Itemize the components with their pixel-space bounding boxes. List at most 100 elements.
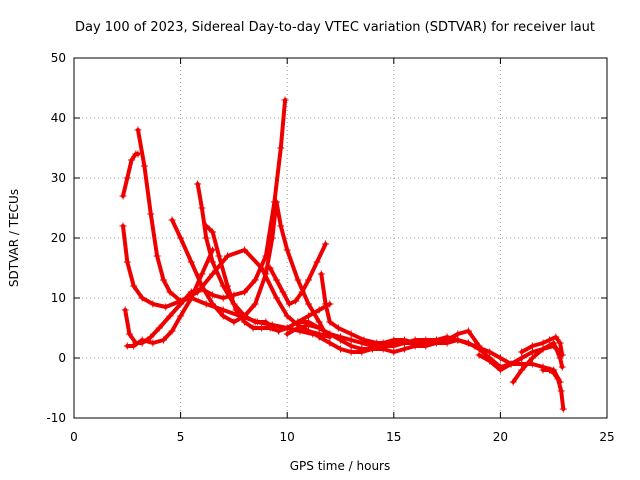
data-point: [219, 294, 227, 302]
data-point: [149, 339, 157, 347]
data-point: [496, 354, 504, 362]
data-point: [379, 339, 387, 347]
data-point: [464, 327, 472, 335]
data-point: [251, 276, 259, 284]
data-point: [550, 339, 558, 347]
series-track-1: [119, 150, 142, 200]
x-tick-label: 20: [493, 430, 508, 444]
data-point: [177, 312, 185, 320]
data-point: [347, 348, 355, 356]
data-point: [305, 276, 313, 284]
data-point: [202, 222, 210, 230]
data-point: [209, 258, 217, 266]
data-point: [432, 336, 440, 344]
data-point: [153, 252, 161, 260]
data-point: [528, 342, 536, 350]
data-point: [130, 342, 138, 350]
data-point: [266, 264, 274, 272]
data-point: [486, 357, 494, 365]
data-point: [177, 234, 185, 242]
data-point: [198, 270, 206, 278]
data-point: [224, 282, 232, 290]
series-track-12: [315, 333, 526, 371]
data-point: [232, 306, 240, 314]
data-point: [294, 276, 302, 284]
data-point: [140, 162, 148, 170]
data-point: [202, 234, 210, 242]
series-track-15: [509, 339, 566, 386]
data-point: [162, 303, 170, 311]
series-line: [204, 224, 281, 333]
data-point: [134, 126, 142, 134]
tick-layer: 0 5 10 15 20 25 -10 0 10 20 30 40 50: [46, 51, 614, 444]
data-point: [317, 270, 325, 278]
data-point: [337, 333, 344, 341]
chart-title: Day 100 of 2023, Sidereal Day-to-day VTE…: [75, 20, 595, 35]
data-point: [123, 258, 131, 266]
y-tick-label: 20: [51, 231, 66, 245]
data-point: [294, 324, 302, 332]
data-point: [518, 366, 526, 374]
data-point: [155, 324, 163, 332]
data-point: [279, 288, 287, 296]
data-point: [315, 306, 323, 314]
data-point: [326, 330, 334, 338]
data-point: [187, 294, 195, 302]
data-point: [358, 339, 366, 347]
data-point: [281, 96, 289, 104]
x-tick-label: 0: [70, 430, 78, 444]
data-point: [262, 318, 270, 326]
data-point: [138, 336, 146, 344]
data-point: [258, 324, 266, 332]
series-track-13: [294, 318, 483, 350]
data-point: [556, 339, 564, 347]
data-point: [464, 339, 472, 347]
data-point: [390, 348, 398, 356]
series-layer: [119, 96, 567, 413]
data-point: [219, 312, 227, 320]
data-point: [209, 270, 217, 278]
data-point: [454, 330, 462, 338]
series-track-16: [518, 333, 566, 359]
series-track-8: [202, 222, 283, 335]
data-point: [509, 378, 517, 386]
data-point: [518, 348, 526, 356]
data-point: [539, 339, 547, 347]
data-point: [241, 288, 249, 296]
data-point: [554, 375, 562, 383]
data-point: [322, 240, 330, 248]
data-point: [545, 366, 553, 374]
data-point: [166, 288, 174, 296]
data-point: [215, 252, 223, 260]
data-point: [315, 333, 323, 341]
series-line: [195, 182, 332, 333]
y-tick-label: 50: [51, 51, 66, 65]
data-point: [230, 318, 238, 326]
data-point: [273, 294, 281, 302]
data-point: [400, 345, 408, 353]
data-point: [294, 318, 302, 326]
data-point: [347, 336, 355, 344]
data-point: [558, 351, 566, 359]
data-point: [305, 312, 313, 320]
data-point: [130, 282, 138, 290]
data-point: [209, 291, 217, 299]
data-point: [292, 297, 300, 305]
data-point: [326, 339, 334, 347]
data-point: [315, 318, 323, 326]
data-point: [528, 354, 536, 362]
data-point: [411, 339, 419, 347]
data-point: [518, 360, 526, 368]
data-point: [326, 318, 334, 326]
y-tick-label: 10: [51, 291, 66, 305]
data-point: [249, 324, 257, 332]
data-point: [166, 312, 174, 320]
data-point: [475, 351, 483, 359]
series-track-6: [168, 198, 330, 338]
data-point: [454, 336, 462, 344]
data-point: [121, 306, 129, 314]
series-track-9: [266, 240, 330, 308]
data-point: [545, 336, 553, 344]
data-point: [557, 387, 565, 395]
